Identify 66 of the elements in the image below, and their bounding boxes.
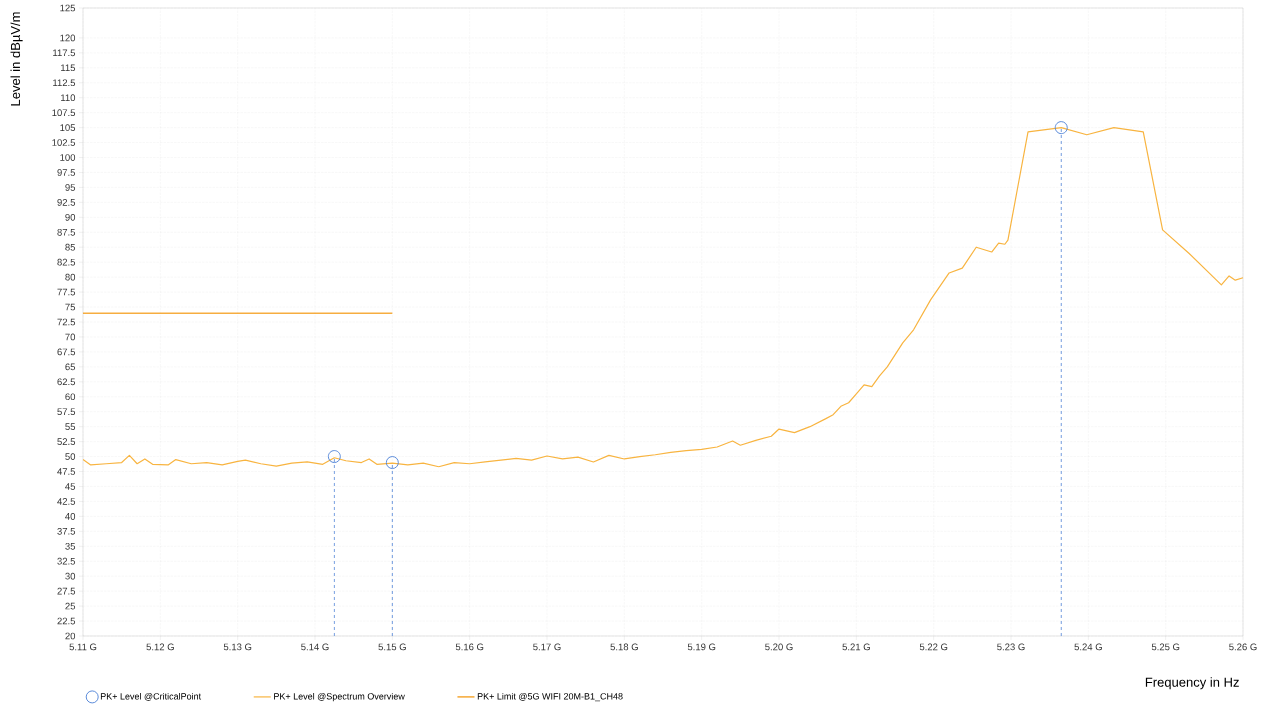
y-tick-label: 25 — [65, 602, 76, 610]
y-tick-label: 120 — [60, 34, 76, 42]
y-tick-label: 22.5 — [57, 617, 76, 625]
y-tick-label: 52.5 — [57, 438, 76, 445]
y-tick-label: 27.5 — [57, 587, 76, 595]
y-tick-label: 75 — [65, 303, 76, 311]
y-tick-label: 87.5 — [57, 228, 76, 236]
y-tick-label: 67.5 — [57, 348, 76, 356]
point — [327, 450, 341, 464]
x-tick-label: 5.13 G — [223, 643, 252, 651]
y-tick-label: 45 — [65, 483, 76, 490]
y-tick-label: 110 — [61, 94, 76, 102]
x-tick-label: 5.15 G — [378, 643, 406, 651]
y-tick-label: 80 — [65, 273, 76, 281]
x-tick-label: 5.24 G — [1074, 643, 1102, 651]
y-tick-label: 47.5 — [57, 468, 76, 475]
point — [1054, 121, 1068, 135]
y-tick-label: 85 — [65, 243, 76, 251]
y-tick-label: 112.5 — [53, 79, 76, 87]
y-tick-label: 60 — [65, 393, 76, 401]
x-tick-label: 5.12 G — [146, 643, 174, 651]
y-tick-label: 90 — [65, 213, 76, 221]
x-tick-label: 5.16 G — [455, 643, 484, 651]
y-tick-label: 115 — [61, 64, 76, 72]
y-tick-label: 102.5 — [52, 139, 76, 146]
y-tick-label: 117.5 — [53, 49, 76, 57]
y-tick-label: 97.5 — [57, 169, 76, 176]
legend-label: PK+ Level @CriticalPoint — [100, 692, 202, 701]
y-tick-label: 95 — [65, 184, 76, 191]
x-tick-label: 5.18 G — [610, 643, 638, 651]
y-tick-label: 42.5 — [57, 498, 76, 505]
y-tick-label: 62.5 — [57, 378, 76, 386]
legend-label: PK+ Level @Spectrum Overview — [274, 692, 405, 702]
x-tick-label: 5.21 G — [842, 643, 870, 651]
y-tick-label: 72.5 — [57, 318, 76, 326]
y-tick-label: 82.5 — [57, 258, 76, 266]
y-tick-label: 70 — [65, 333, 76, 341]
y-tick-label: 107.5 — [52, 109, 76, 117]
x-tick-label: 5.23 G — [997, 643, 1025, 651]
y-tick-label: 30 — [65, 572, 76, 580]
y-tick-label: 35 — [65, 542, 76, 550]
y-tick-label: 32.5 — [57, 557, 76, 565]
x-tick-label: 5.14 G — [301, 643, 329, 651]
x-tick-label: 5.11 G — [69, 643, 97, 651]
y-tick-label: 100 — [60, 154, 76, 161]
y-tick-label: 20 — [65, 632, 76, 640]
x-tick-label: 5.20 G — [765, 643, 793, 651]
y-tick-label: 77.5 — [57, 288, 76, 296]
point — [385, 456, 399, 469]
x-tick-label: 5.25 G — [1151, 643, 1180, 651]
y-tick-label: 40 — [65, 513, 76, 520]
x-tick-label: 5.26 G — [1229, 643, 1257, 651]
y-tick-label: 37.5 — [57, 527, 76, 535]
y-tick-label: 65 — [65, 363, 76, 371]
x-axis-title: Frequency in Hz — [1145, 677, 1239, 690]
x-tick-label: 5.22 G — [919, 643, 948, 651]
y-tick-label: 105 — [60, 124, 76, 131]
y-tick-label: 92.5 — [57, 199, 76, 206]
y-tick-label: 57.5 — [57, 408, 76, 416]
x-tick-label: 5.17 G — [533, 643, 561, 651]
y-tick-label: 125 — [60, 4, 76, 12]
y-tick-label: 55 — [65, 423, 76, 430]
y-tick-label: 50 — [65, 453, 76, 460]
legend-label: PK+ Limit @5G WIFI 20M-B1_CH48 — [477, 692, 623, 702]
x-tick-label: 5.19 G — [687, 643, 716, 651]
y-axis-title: Level in dBµV/m — [10, 12, 23, 106]
